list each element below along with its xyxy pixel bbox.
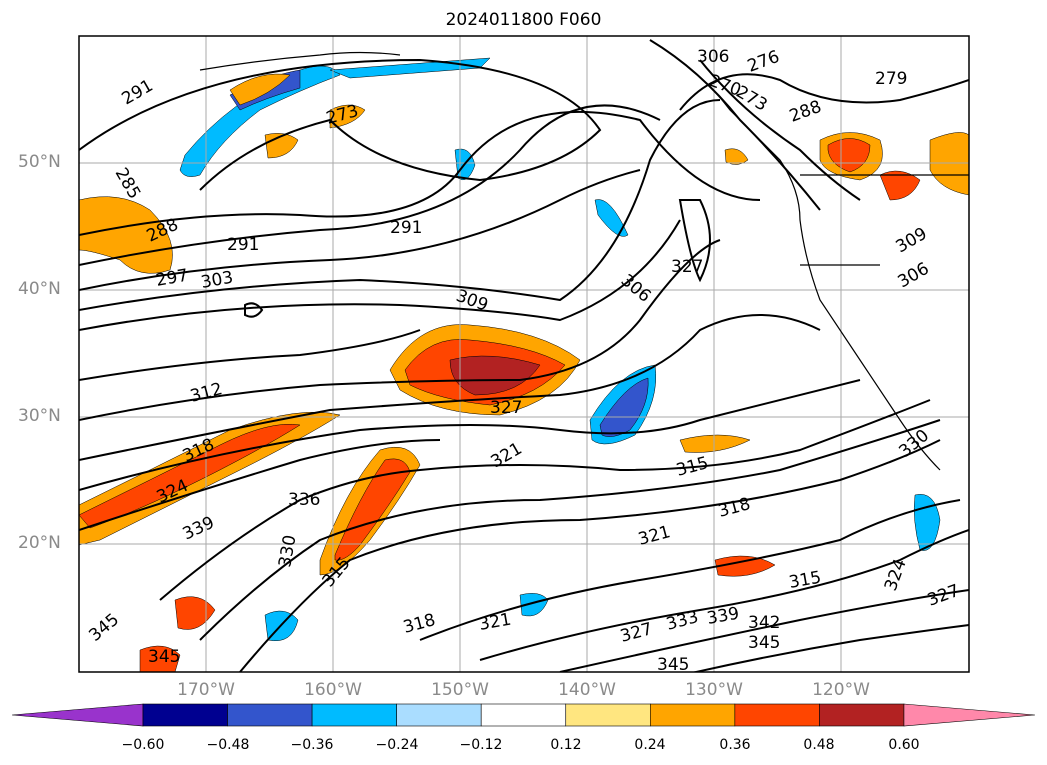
lat-label: 30°N — [18, 406, 61, 426]
contour-label: 327 — [671, 257, 703, 277]
colorbar-segment — [311, 703, 397, 727]
coastlines — [199, 39, 969, 471]
contour-label: 291 — [390, 218, 422, 238]
colorbar-tick-label: 0.12 — [550, 737, 582, 753]
colorbar-extend-high — [903, 703, 1036, 727]
colorbar-tick-label: 0.48 — [803, 737, 835, 753]
colorbar-tick-label: −0.48 — [206, 737, 250, 753]
contour-label: 279 — [875, 69, 907, 89]
contour-label: 345 — [657, 655, 689, 675]
lon-label: 170°W — [177, 680, 235, 700]
colorbar-segment — [649, 703, 736, 727]
colorbar — [11, 703, 1036, 727]
colorbar-tick-label: 0.60 — [888, 737, 920, 753]
lon-label: 140°W — [558, 680, 616, 700]
colorbar-tick-label: 0.24 — [634, 737, 666, 753]
map-frame — [78, 35, 970, 673]
contour-label: 306 — [697, 47, 729, 67]
colorbar-segment — [142, 703, 228, 727]
colorbar-segment — [396, 703, 482, 727]
map-title: 2024011800 F060 — [445, 10, 602, 30]
lat-label: 50°N — [18, 152, 61, 172]
lon-label: 120°W — [812, 680, 870, 700]
contour-label: 345 — [748, 633, 780, 653]
colorbar-tick-label: −0.12 — [459, 737, 503, 753]
colorbar-tick-label: 0.36 — [719, 737, 751, 753]
colorbar-tick-label: −0.36 — [290, 737, 334, 753]
contour-label: 327 — [490, 398, 522, 418]
colorbar-extend-low — [11, 703, 144, 727]
contour-label: 345 — [148, 647, 180, 667]
contour-label: 342 — [748, 613, 780, 633]
lon-label: 130°W — [685, 680, 743, 700]
lat-label: 40°N — [18, 279, 61, 299]
lat-label: 20°N — [18, 533, 61, 553]
colorbar-segment — [819, 703, 905, 727]
lon-label: 150°W — [431, 680, 489, 700]
colorbar-tick-label: −0.24 — [375, 737, 419, 753]
contour-label: 291 — [227, 235, 259, 255]
colorbar-tick-label: −0.60 — [121, 737, 165, 753]
colorbar-segment — [480, 703, 567, 727]
height-contours — [79, 39, 969, 672]
map-layers — [79, 36, 969, 672]
colorbar-segment — [565, 703, 651, 727]
colorbar-segment — [734, 703, 820, 727]
lon-label: 160°W — [304, 680, 362, 700]
contour-label: 336 — [288, 490, 320, 510]
colorbar-segment — [227, 703, 313, 727]
